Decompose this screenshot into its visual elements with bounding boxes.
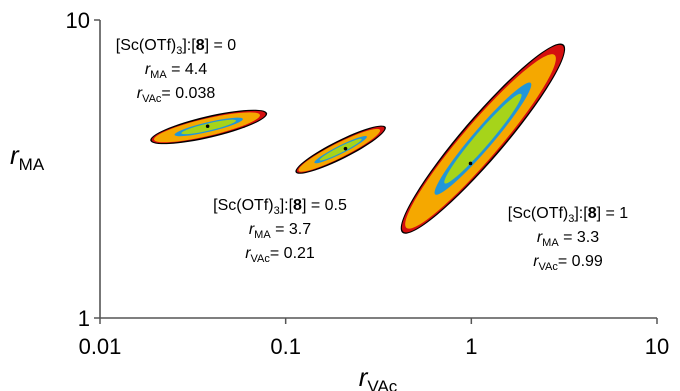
x-ticks: 0.01 0.1 1 10	[79, 318, 669, 359]
y-axis-label-r: r	[10, 140, 20, 170]
y-tick-label: 1	[78, 306, 90, 331]
point-layer	[205, 124, 473, 166]
x-axis-label-r: r	[359, 362, 369, 391]
x-tick-label: 0.01	[79, 334, 122, 359]
y-axis-label-sub: MA	[19, 155, 45, 174]
r-vac-label: rVAc= 0.038	[137, 85, 216, 105]
y-tick-label: 10	[66, 8, 90, 33]
r-ma-label: rMA = 3.7	[249, 221, 311, 241]
r-ma-label: rMA = 3.3	[537, 229, 599, 249]
ratio-label: [Sc(OTf)3]:[8] = 0	[116, 37, 236, 57]
plot-area: 0.01 0.1 1 10 1 10 [Sc(OTf)3]:[8] = 0 rMA = 4…	[66, 8, 670, 359]
x-tick-label: 10	[645, 334, 669, 359]
r-vac-label: rVAc= 0.99	[533, 253, 603, 273]
x-tick-label: 1	[465, 334, 477, 359]
best-fit-point	[468, 161, 473, 166]
ratio-label: [Sc(OTf)3]:[8] = 1	[508, 205, 628, 225]
r-ma-label: rMA = 4.4	[145, 61, 207, 81]
plot-frame	[100, 20, 657, 318]
ratio-label: [Sc(OTf)3]:[8] = 0.5	[213, 197, 347, 217]
best-fit-point	[205, 124, 210, 129]
confidence-region	[400, 43, 566, 234]
confidence-region	[295, 125, 386, 174]
region-green	[444, 93, 522, 184]
series-annotation: [Sc(OTf)3]:[8] = 1 rMA = 3.3 rVAc= 0.99	[508, 205, 628, 273]
best-fit-point	[343, 146, 348, 151]
y-ticks: 1 10	[66, 8, 100, 331]
x-tick-label: 0.1	[270, 334, 301, 359]
series-annotation: [Sc(OTf)3]:[8] = 0 rMA = 4.4 rVAc= 0.038	[116, 37, 236, 105]
x-axis-label: rVAc	[359, 362, 398, 391]
y-axis-label: rMA	[10, 140, 45, 174]
region-green	[319, 138, 362, 161]
r-vac-label: rVAc= 0.21	[245, 245, 315, 265]
x-axis-label-sub: VAc	[367, 377, 397, 391]
series-annotation: [Sc(OTf)3]:[8] = 0.5 rMA = 3.7 rVAc= 0.21	[213, 197, 347, 265]
